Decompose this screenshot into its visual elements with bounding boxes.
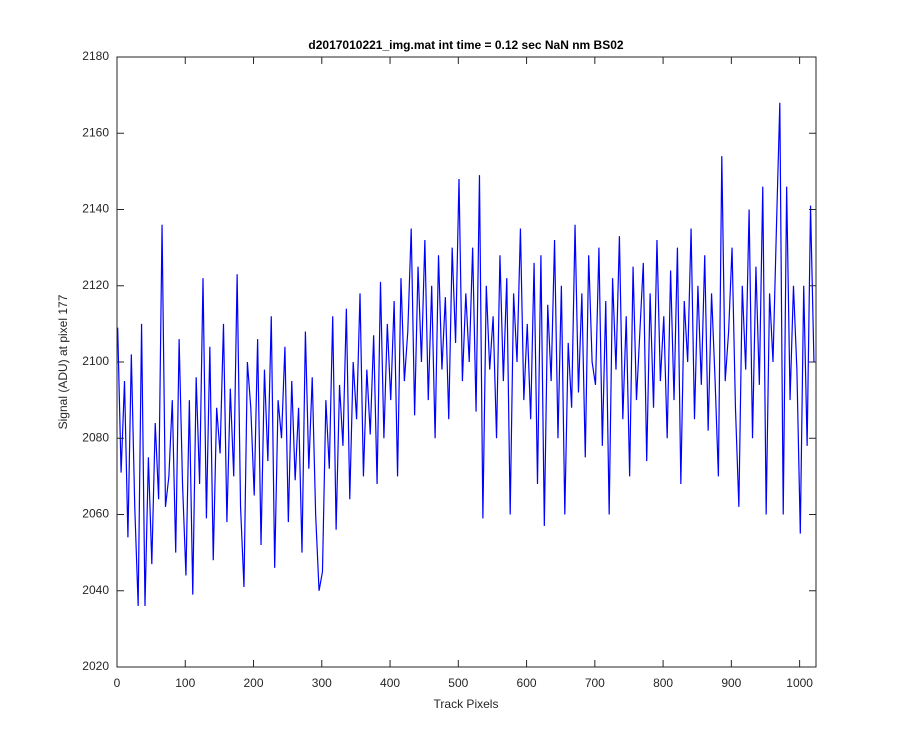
x-tick-label: 600 (517, 676, 537, 690)
y-tick-label: 2060 (82, 507, 109, 521)
x-tick-label: 500 (448, 676, 468, 690)
x-tick-label: 200 (244, 676, 264, 690)
x-tick-label: 900 (721, 676, 741, 690)
y-tick-label: 2100 (82, 354, 109, 368)
data-line (117, 102, 815, 607)
y-tick-label: 2180 (82, 49, 109, 63)
y-tick-label: 2080 (82, 430, 109, 444)
x-tick-label: 0 (114, 676, 121, 690)
y-axis-label: Signal (ADU) at pixel 177 (56, 294, 70, 429)
x-axis-label: Track Pixels (434, 697, 499, 711)
x-tick-label: 400 (380, 676, 400, 690)
chart-title: d2017010221_img.mat int time = 0.12 sec … (308, 38, 623, 52)
x-tick-label: 700 (585, 676, 605, 690)
x-tick-label: 800 (653, 676, 673, 690)
y-tick-label: 2040 (82, 583, 109, 597)
y-tick-label: 2160 (82, 125, 109, 139)
x-tick-label: 300 (312, 676, 332, 690)
x-tick-label: 1000 (786, 676, 813, 690)
y-tick-label: 2120 (82, 278, 109, 292)
x-tick-label: 100 (175, 676, 195, 690)
y-tick-label: 2020 (82, 659, 109, 673)
y-tick-label: 2140 (82, 202, 109, 216)
